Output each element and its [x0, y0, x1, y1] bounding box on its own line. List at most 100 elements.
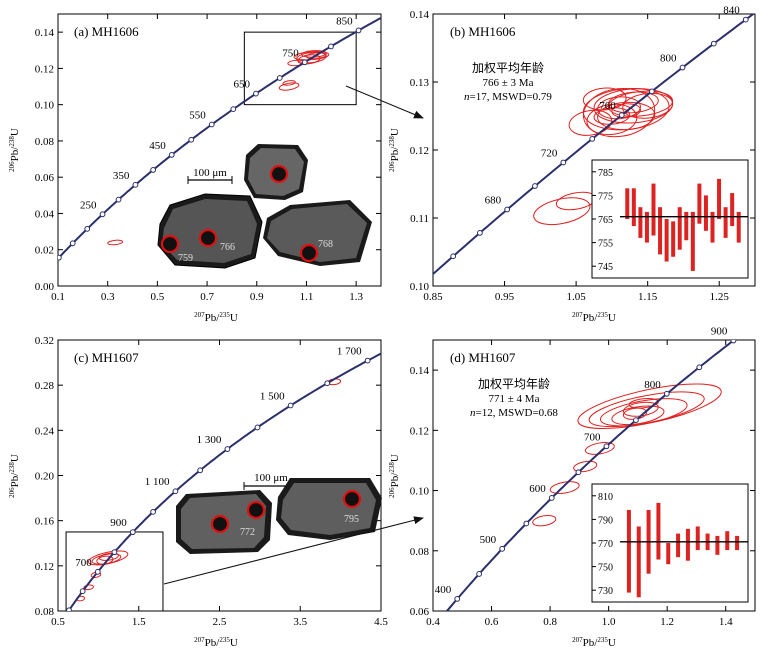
error-ellipse [611, 405, 665, 426]
age-bar [717, 178, 722, 219]
y-axis-label: 206Pb/238U [388, 454, 401, 498]
x-tick-label: 3.5 [293, 616, 307, 628]
x-tick-label: 1.05 [566, 291, 586, 303]
error-ellipse [555, 191, 597, 211]
y-axis-label: 206Pb/238U [388, 128, 401, 172]
y-tick-label: 0.08 [410, 546, 430, 558]
analysis-spot [160, 234, 180, 254]
age-label: 250 [80, 199, 97, 211]
age-bar [703, 195, 708, 231]
age-marker [364, 357, 371, 364]
spot-age-label: 759 [178, 253, 193, 264]
y-tick-label: 0.12 [410, 145, 429, 157]
age-bar [666, 543, 671, 565]
age-marker [150, 167, 157, 173]
error-ellipse [573, 460, 598, 473]
age-marker [476, 571, 483, 577]
age-marker [476, 230, 483, 236]
age-bar [723, 207, 728, 238]
error-ellipse [588, 391, 705, 428]
error-ellipse [599, 398, 688, 427]
concordia-line [445, 340, 736, 611]
age-bar [625, 188, 630, 219]
age-bar [644, 211, 649, 243]
age-marker [172, 488, 179, 495]
panel-label: (d) MH1607 [450, 350, 516, 365]
inset-frame [591, 159, 749, 279]
scale-bar-label: 100 μm [254, 472, 288, 484]
age-bar [631, 188, 636, 227]
age-label: 680 [485, 195, 502, 207]
age-marker [301, 59, 308, 66]
age-label: 900 [711, 326, 728, 338]
axis-ticks: 0.4 0.6 0.8 1.0 1.2 1.4 0.06 0.08 0.10 0.12 0.14 [410, 340, 755, 628]
inset-tick-label: 730 [598, 586, 613, 597]
analysis-spot [198, 228, 218, 248]
age-marker [230, 106, 237, 113]
zoom-arrow [163, 516, 424, 585]
age-marker [224, 446, 231, 452]
age-label: 800 [644, 379, 661, 391]
age-marker [504, 206, 511, 213]
concordia-line [58, 16, 381, 261]
age-bar [626, 509, 631, 593]
age-bar [736, 211, 741, 243]
age-marker [69, 240, 76, 247]
age-bar [725, 531, 730, 551]
age-bar [690, 211, 695, 271]
age-bar [684, 211, 689, 241]
error-ellipse [568, 109, 613, 136]
concordia-line [433, 14, 755, 276]
age-marker [575, 469, 582, 476]
age-bar [636, 526, 641, 598]
age-marker [742, 16, 749, 23]
y-tick-label: 0.08 [35, 606, 55, 618]
panel-label: (a) MH1606 [74, 24, 139, 39]
age-label: 550 [189, 109, 206, 121]
analysis-spot [269, 164, 289, 184]
age-label: 760 [599, 100, 616, 112]
inset-tick-label: 755 [598, 239, 613, 250]
x-tick-label: 1.0 [602, 616, 616, 628]
error-ellipse [611, 103, 641, 118]
age-marker [208, 121, 215, 128]
age-marker [532, 183, 538, 189]
zoom-arrow [345, 85, 424, 119]
age-label: 600 [529, 483, 546, 495]
age-bar [685, 528, 690, 561]
age-bar [735, 535, 740, 551]
spot-age-label: 772 [240, 527, 255, 538]
age-bar [730, 193, 735, 227]
age-label: 700 [75, 557, 92, 569]
age-bar [664, 219, 669, 262]
weighted-mean-stats: n=17, MSWD=0.79 [464, 91, 552, 103]
x-tick-label: 0.3 [101, 291, 115, 303]
spot-age-label: 768 [318, 239, 333, 250]
panel-a: 0.1 0.3 0.5 0.7 0.9 1.1 1.3 0.00 0.02 0.04 0.06 0.0… [8, 13, 382, 324]
y-tick-label: 0.06 [35, 172, 55, 184]
age-marker [94, 568, 101, 575]
age-marker [58, 254, 62, 261]
age-label: 720 [541, 147, 558, 159]
age-label: 850 [336, 15, 353, 27]
error-ellipse [293, 51, 330, 61]
age-marker [328, 43, 334, 50]
inset-tick-label: 785 [598, 168, 613, 179]
age-marker [589, 135, 596, 142]
age-label: 840 [723, 5, 740, 17]
weighted-mean-stats: n=12, MSWD=0.68 [470, 407, 558, 419]
inset-tick-label: 790 [598, 515, 613, 526]
x-axis-label: 207Pb/235U [572, 311, 616, 324]
error-ellipse [532, 515, 557, 527]
analysis-spot [342, 489, 362, 509]
y-tick-label: 0.10 [410, 486, 430, 498]
age-bar [671, 221, 676, 257]
y-tick-label: 0.11 [410, 213, 429, 225]
y-tick-label: 0.16 [35, 516, 55, 528]
age-marker [450, 253, 457, 260]
axis-ticks: 0.5 1.5 2.5 3.5 4.5 0.08 0.12 0.16 0.20 0.24 0.28 0… [35, 335, 389, 628]
age-bar [697, 183, 702, 224]
zoom-box [65, 531, 164, 612]
panel-d: 0.4 0.6 0.8 1.0 1.2 1.4 0.06 0.08 0.10 0.12 0.14 (… [388, 326, 756, 649]
y-tick-label: 0.28 [35, 380, 55, 392]
